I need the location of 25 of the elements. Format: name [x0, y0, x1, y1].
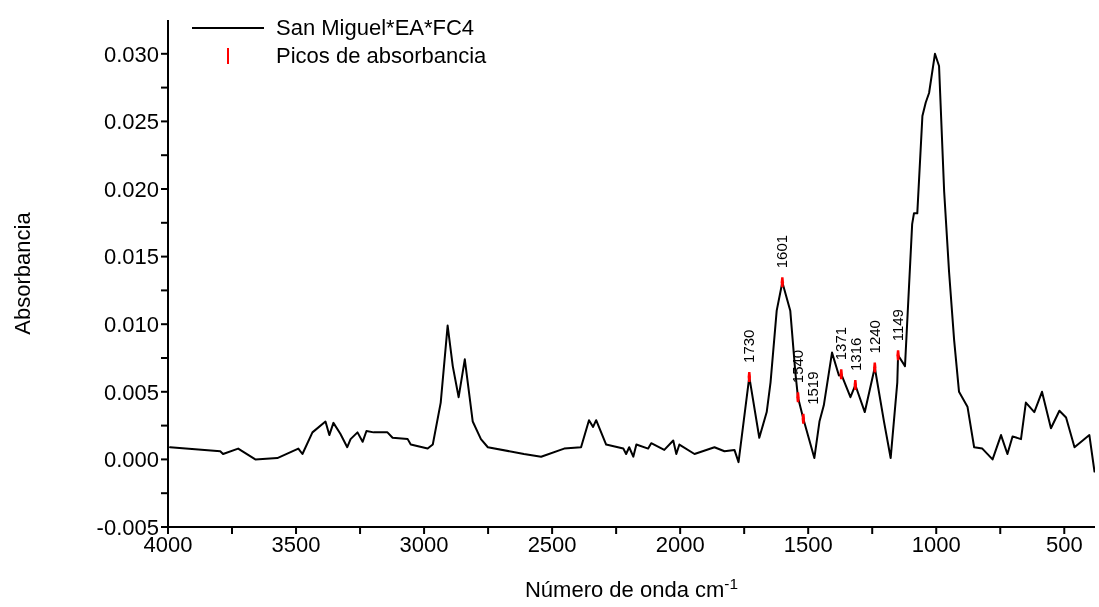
- y-tick-label: 0.010: [103, 312, 159, 338]
- y-tick-label: 0.030: [103, 41, 159, 67]
- x-tick-label: 3500: [271, 531, 321, 557]
- legend-label: San Miguel*EA*FC4: [276, 14, 475, 42]
- y-tick-label: 0.015: [103, 244, 159, 270]
- annotation: 1519: [803, 371, 821, 405]
- x-tick-label: 500: [1045, 531, 1083, 557]
- annotation: 1730: [740, 329, 758, 363]
- x-tick-label: 2000: [655, 531, 705, 557]
- x-tick-label: 3000: [399, 531, 449, 557]
- annotation: 1316: [847, 337, 865, 372]
- x-tick-label: 2500: [527, 531, 577, 557]
- legend-label: Picos de absorbancia: [276, 42, 487, 70]
- annotation: 1149: [889, 309, 907, 342]
- x-tick-label: 1000: [911, 531, 961, 557]
- y-tick-label: 0.005: [103, 379, 159, 405]
- x-axis-title: Número de onda cm$^{-1}$: [524, 574, 739, 602]
- y-tick-label: 0.025: [103, 109, 159, 135]
- y-tick-label: 0.020: [103, 176, 159, 202]
- x-tick-label: 1500: [783, 531, 833, 557]
- annotation: 1601: [773, 234, 791, 269]
- annotation: 1371: [832, 326, 850, 361]
- y-tick-label: 0.000: [103, 447, 159, 473]
- y-axis-title: Absorbancia: [10, 211, 35, 335]
- annotation: 1240: [865, 320, 883, 354]
